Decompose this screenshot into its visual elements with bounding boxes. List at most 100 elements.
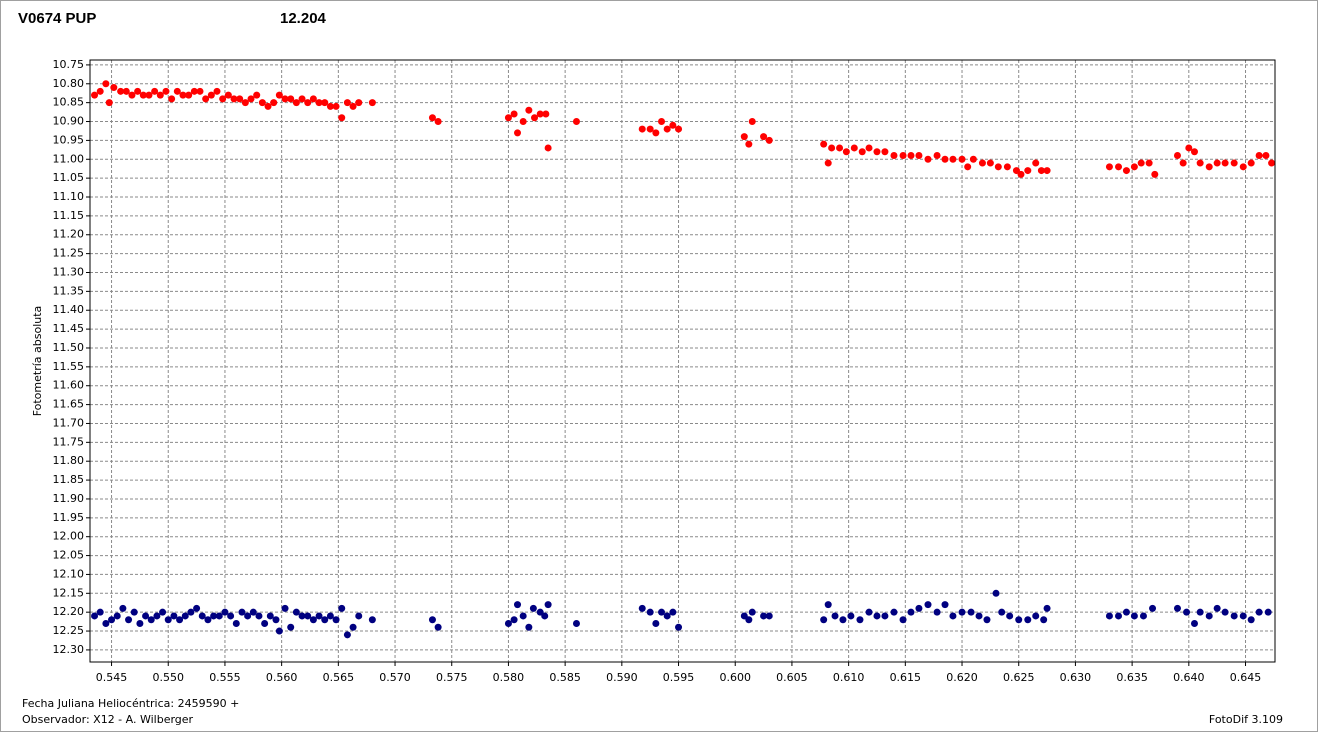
points <box>91 80 1276 639</box>
data-point <box>760 133 768 141</box>
data-point <box>1247 616 1255 624</box>
x-tick-label: 0.580 <box>493 671 525 684</box>
x-tick-label: 0.585 <box>549 671 581 684</box>
data-point <box>247 95 255 103</box>
x-tick-label: 0.625 <box>1003 671 1035 684</box>
data-point <box>181 612 189 620</box>
software: FotoDif 3.109 <box>1209 713 1283 726</box>
data-point <box>428 616 436 624</box>
data-point <box>224 91 232 99</box>
x-tick-label: 0.550 <box>152 671 184 684</box>
data-point <box>96 87 104 95</box>
y-tick-label: 12.25 <box>53 624 85 637</box>
data-point <box>332 616 340 624</box>
plot-border <box>89 59 1276 663</box>
y-tick-label: 11.30 <box>53 265 85 278</box>
x-tick-label: 0.545 <box>96 671 128 684</box>
data-point <box>102 620 110 628</box>
data-point <box>519 118 527 126</box>
data-point <box>238 608 246 616</box>
data-point <box>258 99 266 107</box>
y-axis-label: Fotometría absoluta <box>31 306 44 417</box>
data-point <box>842 148 850 156</box>
data-point <box>890 151 898 159</box>
legend-entry: 12.204 <box>280 10 327 27</box>
data-point <box>652 129 660 137</box>
data-point <box>292 99 300 107</box>
x-tick-label: 0.560 <box>266 671 298 684</box>
data-point <box>156 91 164 99</box>
data-point <box>740 133 748 141</box>
data-point <box>338 114 346 122</box>
data-point <box>1264 608 1272 616</box>
data-point <box>638 604 646 612</box>
data-point <box>134 87 142 95</box>
data-point <box>270 99 278 107</box>
data-point <box>110 84 118 92</box>
data-point <box>1151 170 1159 178</box>
data-point <box>525 106 533 114</box>
data-point <box>1024 167 1032 175</box>
data-point <box>765 136 773 144</box>
x-tick-label: 0.615 <box>890 671 922 684</box>
data-point <box>933 151 941 159</box>
data-point <box>332 102 340 110</box>
data-point <box>1255 151 1263 159</box>
data-point <box>1024 616 1032 624</box>
data-point <box>839 616 847 624</box>
data-point <box>1017 170 1025 178</box>
y-tick-label: 12.10 <box>53 567 85 580</box>
data-point <box>992 589 1000 597</box>
data-point <box>227 612 235 620</box>
data-point <box>824 601 832 609</box>
y-tick-label: 10.85 <box>53 96 85 109</box>
data-point <box>907 151 915 159</box>
data-point <box>287 623 295 631</box>
data-point <box>119 604 127 612</box>
data-point <box>281 95 289 103</box>
data-point <box>253 91 261 99</box>
data-point <box>204 616 212 624</box>
data-point <box>164 616 172 624</box>
data-point <box>890 608 898 616</box>
y-tick-label: 12.05 <box>53 549 85 562</box>
data-point <box>1205 163 1213 171</box>
y-tick-label: 11.35 <box>53 284 85 297</box>
data-point <box>292 608 300 616</box>
data-point <box>349 102 357 110</box>
data-point <box>108 616 116 624</box>
y-tick-label: 10.90 <box>53 115 85 128</box>
data-point <box>176 616 184 624</box>
data-point <box>1255 608 1263 616</box>
data-point <box>964 163 972 171</box>
data-point <box>504 114 512 122</box>
data-point <box>958 608 966 616</box>
data-point <box>924 601 932 609</box>
x-tick-label: 0.575 <box>436 671 468 684</box>
data-point <box>315 99 323 107</box>
data-point <box>1230 612 1238 620</box>
data-point <box>1037 167 1045 175</box>
data-point <box>1230 159 1238 167</box>
y-tick-label: 12.00 <box>53 530 85 543</box>
data-point <box>1183 608 1191 616</box>
data-point <box>958 155 966 163</box>
data-point <box>572 118 580 126</box>
data-point <box>949 155 957 163</box>
data-point <box>1239 612 1247 620</box>
data-point <box>193 604 201 612</box>
data-point <box>748 608 756 616</box>
data-point <box>1032 159 1040 167</box>
data-point <box>349 623 357 631</box>
data-point <box>326 612 334 620</box>
data-point <box>1105 163 1113 171</box>
data-point <box>1221 159 1229 167</box>
data-point <box>820 616 828 624</box>
data-point <box>1173 604 1181 612</box>
data-point <box>510 110 518 118</box>
y-tick-label: 11.40 <box>53 303 85 316</box>
data-point <box>663 612 671 620</box>
data-point <box>1205 612 1213 620</box>
data-point <box>986 159 994 167</box>
